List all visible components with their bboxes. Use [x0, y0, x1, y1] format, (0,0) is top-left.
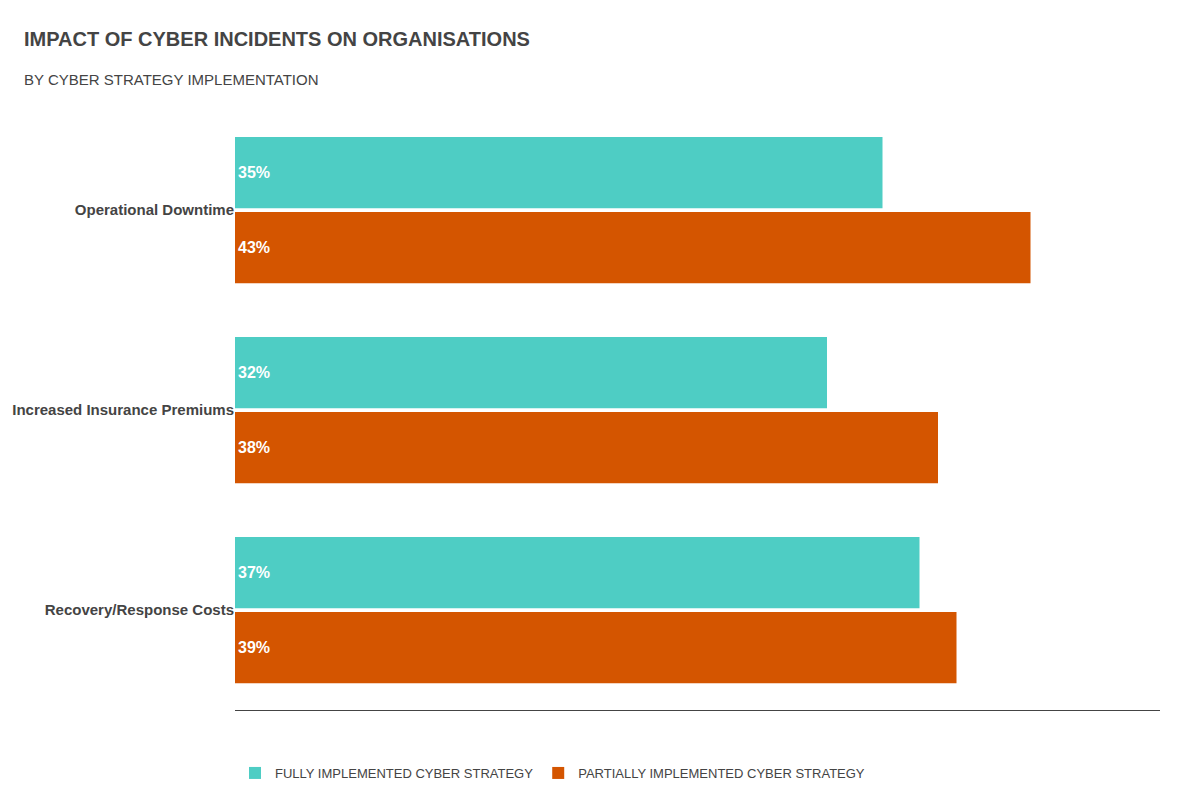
svg-text:PARTIALLY IMPLEMENTED CYBER ST: PARTIALLY IMPLEMENTED CYBER STRATEGY [578, 766, 865, 781]
svg-text:43%: 43% [238, 239, 270, 256]
svg-text:39%: 39% [238, 639, 270, 656]
svg-text:BY CYBER STRATEGY IMPLEMENTATI: BY CYBER STRATEGY IMPLEMENTATION [24, 71, 319, 88]
svg-text:Increased Insurance Premiums: Increased Insurance Premiums [12, 401, 234, 418]
svg-text:37%: 37% [238, 564, 270, 581]
svg-text:32%: 32% [238, 364, 270, 381]
svg-text:Operational Downtime: Operational Downtime [75, 201, 234, 218]
svg-text:Recovery/Response Costs: Recovery/Response Costs [45, 601, 234, 618]
svg-text:38%: 38% [238, 439, 270, 456]
svg-text:IMPACT OF CYBER INCIDENTS ON O: IMPACT OF CYBER INCIDENTS ON ORGANISATIO… [24, 28, 530, 50]
svg-text:FULLY IMPLEMENTED CYBER STRATE: FULLY IMPLEMENTED CYBER STRATEGY [275, 766, 533, 781]
svg-text:35%: 35% [238, 164, 270, 181]
